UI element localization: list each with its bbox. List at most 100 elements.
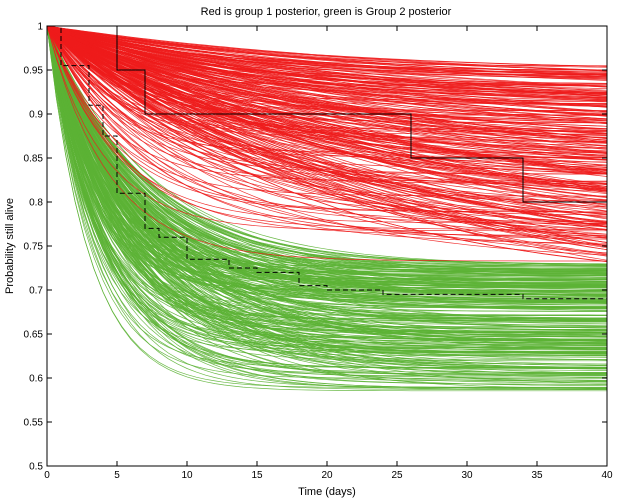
group1-posterior-curve xyxy=(47,26,607,218)
x-tick-label: 35 xyxy=(531,470,543,481)
group2-posterior-curve xyxy=(47,26,607,354)
group1-posterior-curve xyxy=(47,26,607,192)
x-tick-label: 25 xyxy=(391,470,403,481)
group2-posterior-curve xyxy=(47,26,607,321)
group1-posterior-curve xyxy=(47,26,607,228)
group2-posterior-curve xyxy=(47,26,607,325)
group2-posterior-curve xyxy=(47,26,607,310)
group2-posterior-curve xyxy=(47,26,607,338)
group1-posterior-curve xyxy=(47,26,607,238)
group1-posterior-curve xyxy=(47,26,607,173)
group2-posterior-curve xyxy=(47,26,607,354)
group2-posterior-curve xyxy=(47,26,607,369)
group1-posterior-curve xyxy=(47,26,607,167)
group1-posterior-curve xyxy=(47,26,607,78)
group1-posterior-curve xyxy=(47,26,607,73)
group2-posterior-samples xyxy=(47,26,607,392)
group1-posterior-curve xyxy=(47,26,607,262)
group1-posterior-curve xyxy=(47,26,607,174)
x-tick-label: 0 xyxy=(44,470,50,481)
group1-posterior-curve xyxy=(47,26,607,158)
group1-posterior-curve xyxy=(47,26,607,123)
group1-posterior-curve xyxy=(47,26,607,224)
group2-posterior-curve xyxy=(47,26,607,392)
group2-posterior-curve xyxy=(47,26,607,298)
group2-posterior-curve xyxy=(47,26,607,320)
group2-posterior-curve xyxy=(47,26,607,340)
group2-posterior-curve xyxy=(47,26,607,275)
group1-posterior-curve xyxy=(47,26,607,170)
group1-posterior-curve xyxy=(47,26,607,202)
group1-posterior-curve xyxy=(47,26,607,68)
group2-posterior-curve xyxy=(47,26,607,292)
group2-posterior-curve xyxy=(47,26,607,279)
group2-posterior-curve xyxy=(47,26,607,331)
x-tick-label: 10 xyxy=(181,470,193,481)
group2-posterior-curve xyxy=(47,26,607,273)
group1-posterior-curve xyxy=(47,26,607,85)
group2-posterior-curve xyxy=(47,26,607,385)
x-tick-label: 15 xyxy=(251,470,263,481)
group2-posterior-curve xyxy=(47,26,607,273)
group1-posterior-curve xyxy=(47,26,607,248)
group2-posterior-curve xyxy=(47,26,607,316)
group1-posterior-curve xyxy=(47,26,607,261)
group1-posterior-curve xyxy=(47,26,607,135)
x-tick-label: 20 xyxy=(321,470,333,481)
group1-posterior-curve xyxy=(47,26,607,243)
group2-posterior-curve xyxy=(47,26,607,376)
y-tick-label: 0.65 xyxy=(24,330,44,341)
group1-posterior-curve xyxy=(47,26,607,189)
posterior-curves xyxy=(47,26,607,392)
group2-posterior-curve xyxy=(47,26,607,356)
group1-posterior-curve xyxy=(47,26,607,112)
group2-posterior-curve xyxy=(47,26,607,357)
y-tick-label: 0.85 xyxy=(24,154,44,165)
group1-posterior-curve xyxy=(47,26,607,124)
group2-posterior-curve xyxy=(47,26,607,344)
group2-posterior-curve xyxy=(47,26,607,379)
empirical-curves xyxy=(47,26,607,300)
y-tick-label: 0.6 xyxy=(29,374,43,385)
group1-posterior-curve xyxy=(47,26,607,67)
group2-posterior-curve xyxy=(47,26,607,281)
y-tick-label: 1 xyxy=(37,22,43,33)
group1-posterior-curve xyxy=(47,26,607,148)
group2-posterior-curve xyxy=(47,26,607,319)
group2-posterior-curve xyxy=(47,26,607,298)
group1-posterior-curve xyxy=(47,26,607,212)
group1-posterior-curve xyxy=(47,26,607,223)
group2-posterior-curve xyxy=(47,26,607,354)
group2-posterior-curve xyxy=(47,26,607,266)
group1-posterior-curve xyxy=(47,26,607,254)
group1-posterior-curve xyxy=(47,26,607,78)
group2-posterior-curve xyxy=(47,26,607,376)
y-tick-label: 0.7 xyxy=(29,286,43,297)
group1-posterior-curve xyxy=(47,26,607,231)
group1-posterior-curve xyxy=(47,26,607,239)
group2-posterior-curve xyxy=(47,26,607,379)
group2-posterior-curve xyxy=(47,26,607,280)
group1-posterior-curve xyxy=(47,26,607,112)
group1-posterior-curve xyxy=(47,26,607,213)
group2-posterior-curve xyxy=(47,26,607,265)
group2-posterior-curve xyxy=(47,26,607,374)
group2-posterior-curve xyxy=(47,26,607,383)
x-tick-label: 5 xyxy=(114,470,120,481)
group2-posterior-curve xyxy=(47,26,607,302)
group1-posterior-curve xyxy=(47,26,607,112)
group1-posterior-curve xyxy=(47,26,607,170)
group1-posterior-curve xyxy=(47,26,607,153)
group1-posterior-curve xyxy=(47,26,607,223)
group1-empirical-step-curve xyxy=(47,26,607,203)
group2-posterior-curve xyxy=(47,26,607,335)
group2-posterior-curve xyxy=(47,26,607,365)
group1-posterior-curve xyxy=(47,26,607,84)
group1-posterior-curve xyxy=(47,26,607,135)
group2-posterior-curve xyxy=(47,26,607,381)
group2-posterior-curve xyxy=(47,26,607,322)
group2-posterior-curve xyxy=(47,26,607,309)
group1-posterior-curve xyxy=(47,26,607,120)
group1-posterior-curve xyxy=(47,26,607,153)
y-axis-label: Probability still alive xyxy=(4,198,16,294)
